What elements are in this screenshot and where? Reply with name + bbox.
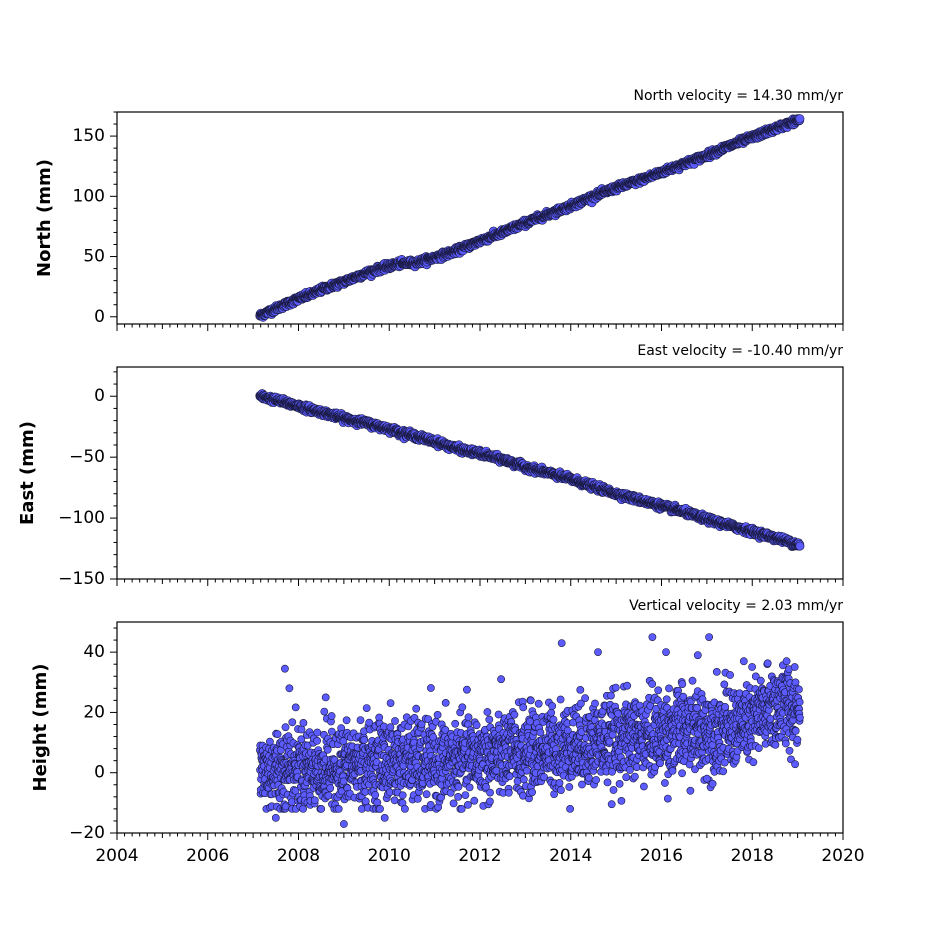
height-data-point — [297, 725, 306, 734]
height-data-point — [334, 805, 343, 813]
north-y-tick-label: 0 — [94, 307, 105, 327]
height-data-point — [526, 696, 535, 705]
height-data-point — [310, 796, 319, 805]
height-data-point — [342, 716, 351, 725]
height-data-point — [472, 721, 481, 730]
north-y-tick-label: 100 — [73, 186, 105, 206]
height-data-point — [482, 783, 490, 791]
height-data-point — [287, 798, 296, 806]
east-data-points — [255, 389, 805, 551]
height-data-point — [361, 797, 370, 806]
height-data-point — [327, 712, 336, 720]
height-data-point — [297, 735, 306, 744]
height-data-point — [464, 713, 473, 722]
height-data-point — [313, 736, 321, 745]
height-data-point — [463, 801, 472, 809]
height-data-point — [313, 728, 322, 737]
height-data-point — [492, 766, 501, 775]
height-data-point — [288, 718, 297, 727]
height-data-point — [291, 786, 300, 795]
height-data-point — [362, 704, 371, 712]
height-data-point — [386, 723, 395, 732]
height-data-point — [386, 699, 395, 707]
height-data-point — [422, 790, 431, 799]
height-data-point — [391, 717, 399, 725]
height-data-point — [412, 704, 421, 713]
height-data-point — [485, 715, 494, 724]
height-axis-label: Height (mm) — [30, 664, 51, 792]
height-data-point — [510, 710, 519, 719]
height-data-point — [417, 720, 426, 729]
east-axis-label: East (mm) — [17, 421, 38, 525]
east-y-tick-label: 0 — [94, 386, 105, 406]
height-data-point — [504, 788, 513, 797]
height-data-point — [461, 791, 470, 799]
height-data-point — [320, 707, 329, 716]
height-data-point — [371, 791, 380, 799]
height-data-point — [519, 703, 528, 712]
height-data-point — [465, 783, 474, 792]
height-velocity-title: Vertical velocity = 2.03 mm/yr — [629, 598, 843, 614]
height-data-point — [519, 775, 528, 784]
north-y-tick-label: 150 — [73, 126, 105, 146]
height-data-point — [426, 684, 435, 692]
height-data-point — [327, 727, 336, 736]
height-data-point — [494, 710, 503, 719]
height-data-point — [376, 805, 384, 813]
height-data-point — [462, 685, 471, 694]
east-y-tick-label: −50 — [69, 447, 105, 467]
height-data-point — [324, 791, 333, 800]
height-data-point — [528, 788, 536, 797]
height-data-point — [426, 801, 435, 809]
height-data-point — [390, 796, 399, 805]
east-velocity-title: East velocity = -10.40 mm/yr — [637, 343, 843, 359]
north-data-point — [795, 114, 805, 124]
height-data-point — [299, 805, 307, 813]
east-y-tick-label: −150 — [58, 569, 105, 589]
north-velocity-title: North velocity = 14.30 mm/yr — [633, 88, 843, 104]
height-data-point — [356, 716, 365, 724]
east-plot-frame — [116, 366, 844, 580]
height-data-point — [441, 699, 450, 707]
panel-east: East velocity = -10.40 mm/yr East (mm) −15… — [17, 343, 844, 589]
height-data-point — [265, 737, 274, 746]
north-y-tick-label: 50 — [83, 247, 105, 267]
north-axis-label: North (mm) — [34, 159, 55, 277]
north-data-points — [255, 114, 805, 322]
height-data-point — [454, 793, 462, 801]
panel-height: Vertical velocity = 2.03 mm/yr Height (mm… — [30, 598, 865, 866]
height-data-point — [449, 799, 458, 808]
height-data-point — [458, 703, 467, 712]
height-data-point — [451, 719, 460, 728]
height-data-point — [398, 791, 407, 800]
height-data-point — [273, 730, 282, 738]
height-data-point — [291, 703, 300, 712]
height-data-point — [360, 736, 369, 744]
height-data-point — [339, 777, 348, 786]
height-data-point — [457, 805, 466, 813]
height-data-point — [454, 782, 463, 791]
height-data-point — [497, 675, 505, 684]
height-data-point — [534, 699, 543, 708]
height-data-point — [523, 766, 531, 775]
height-data-point — [486, 788, 494, 797]
height-data-point — [483, 708, 492, 716]
height-data-point — [441, 726, 450, 734]
height-data-point — [281, 723, 290, 732]
height-data-point — [485, 797, 494, 806]
panel-north: North velocity = 14.30 mm/yr North (mm) 0 5… — [34, 88, 844, 331]
height-data-point — [317, 805, 326, 813]
height-data-points — [255, 633, 804, 828]
height-data-point — [326, 784, 335, 793]
height-data-point — [299, 719, 308, 727]
height-data-point — [470, 796, 479, 805]
height-data-point — [433, 711, 442, 719]
height-data-point — [323, 745, 332, 754]
east-y-tick-label: −100 — [58, 508, 105, 528]
height-data-point — [413, 795, 422, 803]
east-data-point — [795, 541, 805, 551]
height-data-point — [400, 805, 409, 813]
